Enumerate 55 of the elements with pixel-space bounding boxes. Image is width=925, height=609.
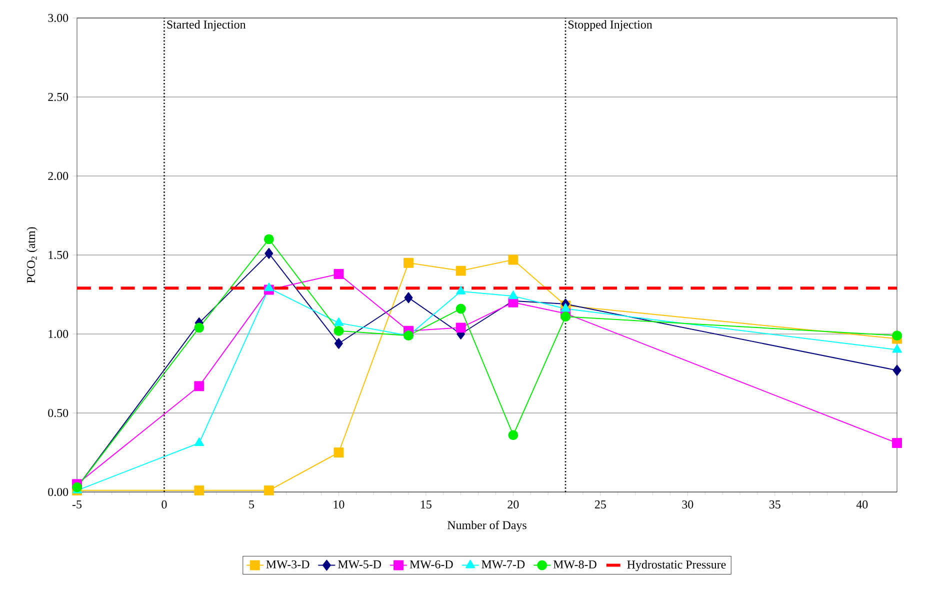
ref-line-label: Started Injection — [167, 20, 246, 32]
point — [334, 317, 344, 326]
point — [560, 303, 570, 312]
ref-line-label: Stopped Injection — [568, 20, 652, 32]
y-tick-label: 2.00 — [48, 172, 68, 180]
point — [508, 430, 518, 440]
x-tick-label: -5 — [72, 500, 82, 508]
x-tick-label: 0 — [162, 500, 167, 508]
x-tick-label: 30 — [682, 500, 694, 508]
point — [264, 234, 274, 244]
point — [508, 254, 518, 265]
point — [456, 304, 466, 314]
point — [892, 438, 902, 448]
x-tick-label: 25 — [594, 500, 606, 508]
point — [456, 266, 466, 276]
legend-label: MW-6-D — [410, 560, 453, 568]
point — [334, 338, 343, 349]
y-tick-label: 3.00 — [48, 14, 68, 22]
x-tick-label: 10 — [334, 500, 344, 508]
legend-label: MW-3-D — [266, 560, 310, 568]
point — [194, 322, 204, 333]
x-tick-label: 5 — [249, 500, 254, 508]
point — [334, 448, 344, 458]
y-axis-title: PCO$_{2}$ (atm) — [26, 227, 38, 283]
point — [892, 364, 902, 376]
y-tick-label: 1.00 — [48, 330, 68, 338]
x-tick-label: 20 — [508, 500, 519, 508]
point — [194, 438, 204, 446]
point — [404, 292, 413, 304]
point — [456, 322, 466, 333]
x-tick-label: 40 — [856, 500, 868, 508]
y-tick-label: 2.50 — [48, 92, 68, 102]
point — [892, 344, 902, 353]
point — [404, 258, 414, 268]
point — [194, 381, 204, 392]
x-tick-label: 35 — [769, 500, 780, 508]
point — [194, 485, 204, 496]
point — [892, 330, 902, 341]
y-tick-label: 1.50 — [48, 250, 68, 260]
x-tick-label: 15 — [421, 500, 432, 508]
point — [264, 485, 274, 496]
point — [560, 312, 570, 322]
point — [334, 326, 344, 336]
point — [334, 268, 344, 279]
x-axis-title: Number of Days — [448, 520, 526, 532]
legend-label: MW-5-D — [338, 560, 382, 568]
point — [264, 248, 274, 259]
legend-label: Hydrostatic Pressure — [627, 560, 726, 572]
y-tick-label: 0.00 — [48, 488, 68, 496]
legend-label: MW-7-D — [482, 560, 525, 568]
legend-label: MW-8-D — [553, 560, 596, 568]
point — [264, 282, 274, 292]
point — [508, 290, 518, 300]
point — [456, 286, 466, 294]
y-tick-label: 0.50 — [48, 408, 68, 418]
